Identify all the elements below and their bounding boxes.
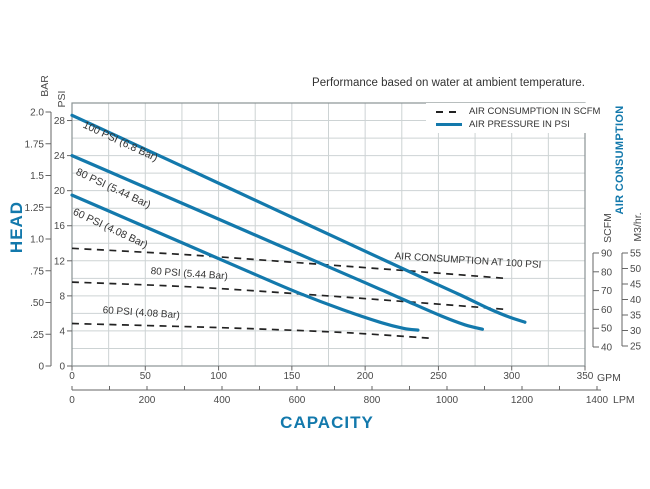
m3hr-tick-label: 35 — [630, 311, 642, 322]
psi-tick-label: 24 — [54, 151, 66, 162]
psi-scale-title: PSI — [56, 90, 68, 108]
head-axis-title: HEAD — [7, 200, 26, 254]
gpm-tick-label: 200 — [357, 371, 374, 382]
consumption-curve — [71, 281, 506, 311]
gpm-tick-label: 0 — [69, 371, 75, 382]
gpm-tick-label: 350 — [577, 371, 594, 382]
scfm-scale-title: SCFM — [602, 213, 614, 243]
psi-tick-label: 8 — [59, 291, 65, 302]
scfm-tick-label: 50 — [601, 324, 613, 335]
m3hr-tick-label: 40 — [630, 295, 642, 306]
gpm-unit-label: GPM — [597, 372, 621, 384]
lpm-tick-label: 600 — [289, 395, 306, 406]
gpm-tick-label: 250 — [430, 371, 447, 382]
bar-tick-label: 0 — [38, 362, 44, 373]
psi-tick-label: 20 — [54, 186, 66, 197]
lpm-tick-label: 200 — [139, 395, 156, 406]
lpm-tick-label: 400 — [214, 395, 231, 406]
psi-tick-label: 28 — [54, 116, 66, 127]
m3hr-scale-title: M3/hr. — [632, 212, 644, 242]
pressure-curve — [70, 113, 527, 324]
m3hr-tick-label: 30 — [630, 326, 642, 337]
lpm-tick-label: 800 — [364, 395, 381, 406]
legend-label: AIR CONSUMPTION IN SCFM — [469, 106, 601, 117]
bar-tick-label: 1.5 — [30, 171, 44, 182]
lpm-tick-label: 1000 — [436, 395, 459, 406]
bar-tick-label: 2.0 — [30, 108, 44, 119]
dashed-line-sample-icon — [436, 110, 462, 113]
psi-tick-label: 12 — [54, 256, 66, 267]
scfm-tick-label: 80 — [601, 267, 613, 278]
gpm-tick-label: 50 — [140, 371, 152, 382]
solid-line-sample-icon — [436, 123, 462, 126]
gpm-tick-label: 100 — [210, 371, 227, 382]
bar-tick-label: 1.75 — [25, 139, 45, 150]
lpm-tick-label: 0 — [69, 395, 75, 406]
bar-scale-title: BAR — [39, 75, 51, 97]
chart-legend: AIR CONSUMPTION IN SCFM AIR PRESSURE IN … — [426, 103, 600, 133]
scfm-tick-label: 90 — [601, 249, 613, 260]
bar-tick-label: .25 — [30, 330, 44, 341]
gpm-tick-label: 150 — [284, 371, 301, 382]
legend-label: AIR PRESSURE IN PSI — [469, 119, 570, 130]
pressure-curve — [70, 154, 484, 331]
m3hr-tick-label: 50 — [630, 264, 642, 275]
bar-tick-label: .75 — [30, 266, 44, 277]
lpm-tick-label: 1200 — [511, 395, 534, 406]
m3hr-tick-label: 25 — [630, 342, 642, 353]
bar-tick-label: .50 — [30, 298, 44, 309]
bar-tick-label: 1.0 — [30, 235, 44, 246]
pressure-curve — [70, 193, 420, 332]
m3hr-tick-label: 45 — [630, 280, 642, 291]
psi-tick-label: 0 — [59, 362, 65, 373]
gpm-tick-label: 300 — [503, 371, 520, 382]
consumption-curve — [71, 322, 435, 340]
lpm-unit-label: LPM — [613, 394, 635, 406]
legend-item-air-consumption: AIR CONSUMPTION IN SCFM — [436, 105, 600, 118]
psi-tick-label: 4 — [59, 326, 65, 337]
air-consumption-axis-title: AIR CONSUMPTION — [614, 105, 626, 215]
consumption-curve — [71, 247, 506, 280]
bar-tick-label: 1.25 — [25, 203, 45, 214]
capacity-axis-title: CAPACITY — [280, 413, 374, 432]
psi-tick-label: 16 — [54, 221, 66, 232]
scfm-tick-label: 40 — [601, 343, 613, 354]
scfm-tick-label: 70 — [601, 286, 613, 297]
plot-border — [71, 102, 586, 367]
lpm-tick-label: 1400 — [586, 395, 609, 406]
legend-item-air-pressure: AIR PRESSURE IN PSI — [436, 118, 596, 131]
chart-title: Performance based on water at ambient te… — [312, 77, 585, 89]
scfm-tick-label: 60 — [601, 305, 613, 316]
m3hr-tick-label: 55 — [630, 249, 642, 260]
